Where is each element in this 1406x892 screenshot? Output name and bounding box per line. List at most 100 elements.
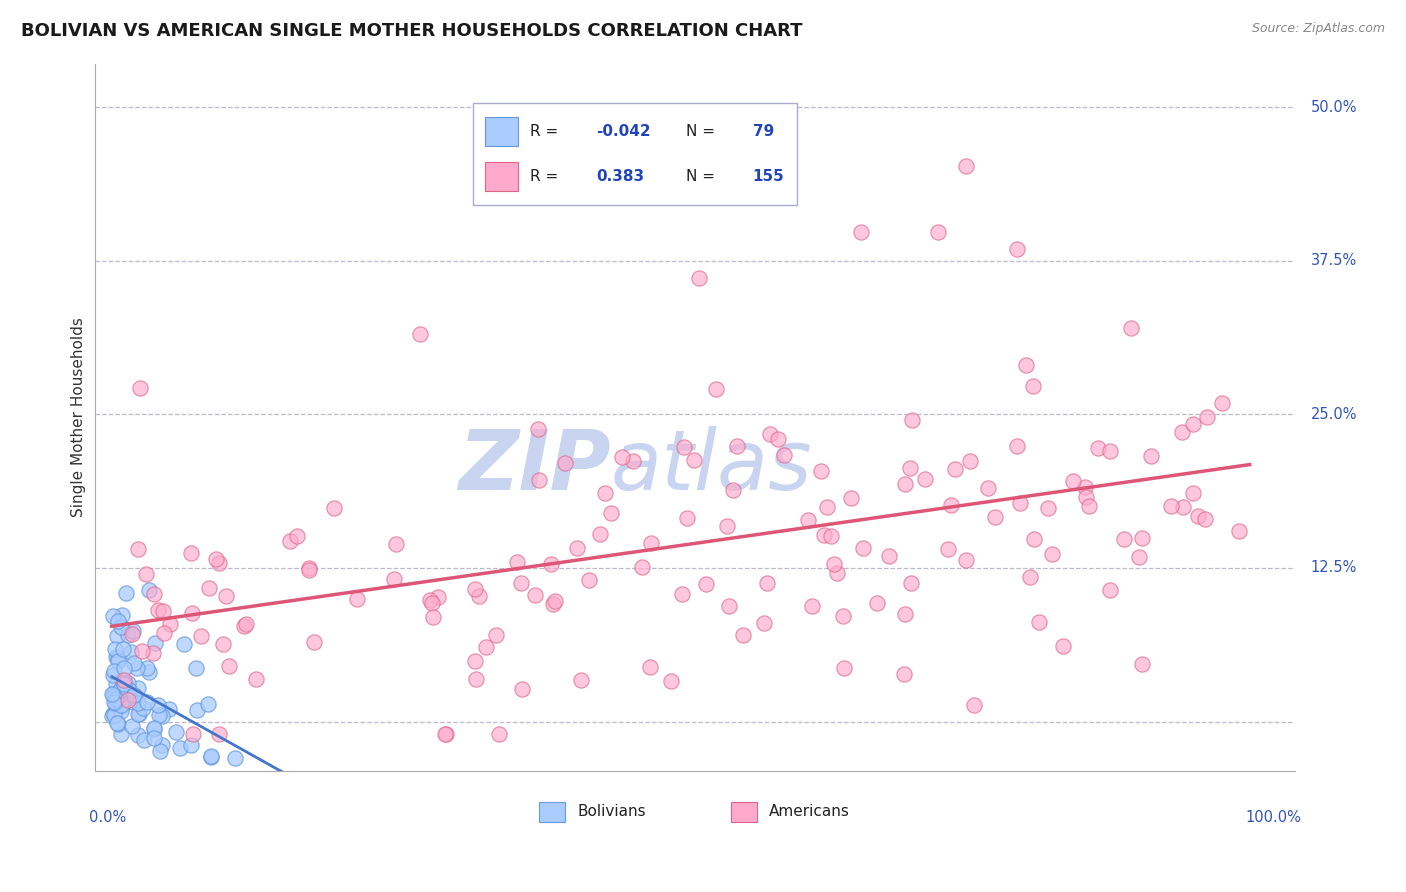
Point [127,542,149,557]
Point [630,560,652,574]
Point [128,706,150,721]
Point [1022,378,1045,392]
Point [488,727,510,741]
Point [1074,480,1097,494]
Point [1128,549,1150,564]
Point [218,659,240,673]
Point [721,483,744,497]
Point [110,619,132,633]
Point [107,716,129,731]
Point [893,607,915,621]
Point [104,696,127,710]
Point [103,695,125,709]
Point [768,433,790,447]
Point [673,440,696,454]
Point [111,607,134,622]
Point [955,553,977,567]
Point [569,673,592,688]
Point [1211,396,1233,410]
Text: N =: N = [686,169,720,185]
Text: R =: R = [530,169,564,185]
Text: Source: ZipAtlas.com: Source: ZipAtlas.com [1251,22,1385,36]
Point [434,727,457,741]
Point [190,629,212,643]
Point [186,661,208,675]
Point [422,610,444,624]
Point [105,690,128,704]
Point [524,588,547,602]
Text: -0.042: -0.042 [596,124,651,139]
Point [118,682,141,697]
Point [103,642,125,657]
Point [1181,486,1204,500]
Point [1015,359,1038,373]
Point [111,698,134,713]
Point [823,558,845,572]
Point [1197,410,1219,425]
Point [121,624,143,638]
Point [900,576,922,591]
Point [509,576,531,591]
Point [810,464,832,478]
Point [959,454,981,468]
Point [107,614,129,628]
Point [422,596,444,610]
Point [1182,417,1205,431]
Point [153,625,176,640]
Point [112,673,135,687]
Text: BOLIVIAN VS AMERICAN SINGLE MOTHER HOUSEHOLDS CORRELATION CHART: BOLIVIAN VS AMERICAN SINGLE MOTHER HOUSE… [21,22,803,40]
Point [104,692,127,706]
Point [346,591,368,606]
Point [323,501,346,516]
Point [510,681,533,696]
Point [207,727,229,741]
Point [101,609,124,624]
Point [1010,496,1032,510]
Point [820,529,842,543]
Point [595,486,617,500]
Point [186,703,208,717]
Point [755,575,778,590]
Point [143,722,166,736]
Point [600,506,623,520]
Text: 79: 79 [752,124,773,139]
Point [302,635,325,649]
Point [426,590,449,604]
Point [145,636,167,650]
Point [285,529,308,543]
Point [695,576,717,591]
Point [894,476,917,491]
Point [754,615,776,630]
Text: N =: N = [686,124,720,139]
Point [825,566,848,581]
Point [682,453,704,467]
Point [146,698,169,712]
Point [169,740,191,755]
Y-axis label: Single Mother Households: Single Mother Households [72,318,86,517]
Point [936,541,959,556]
Point [103,689,125,703]
Point [117,628,139,642]
Point [914,471,936,485]
Point [208,556,231,570]
Point [984,509,1007,524]
Point [1077,499,1099,513]
Point [110,704,132,718]
Point [464,582,486,596]
Point [138,665,160,679]
Text: Bolivians: Bolivians [578,805,645,819]
Text: 0.383: 0.383 [596,169,644,185]
Point [1171,500,1194,514]
Point [278,533,301,548]
Text: atlas: atlas [610,426,813,508]
Point [121,627,143,641]
Bar [485,117,519,146]
Point [901,413,924,427]
Point [108,682,131,697]
Point [704,382,727,396]
Point [797,513,820,527]
Point [135,567,157,582]
Point [142,731,165,745]
Point [127,696,149,710]
Point [718,599,741,613]
